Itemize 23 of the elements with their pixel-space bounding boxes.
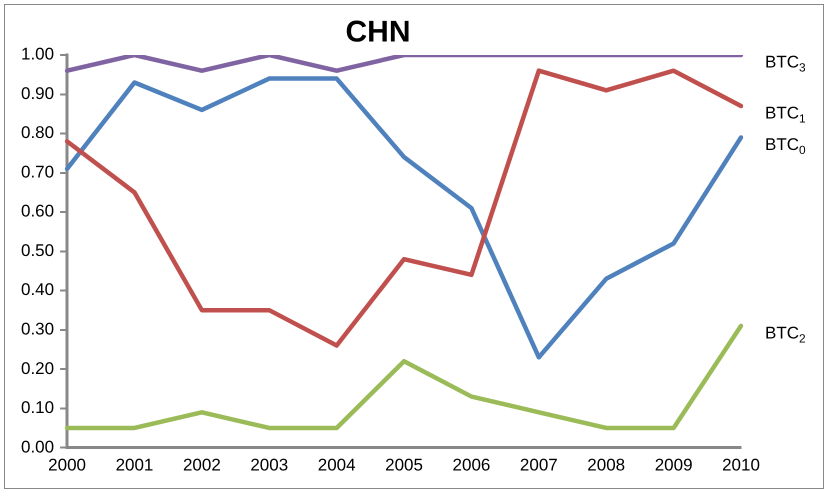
x-tick-label: 2006 bbox=[452, 455, 490, 474]
x-tick-label: 2010 bbox=[722, 455, 760, 474]
y-tick-label: 0.80 bbox=[20, 123, 54, 142]
y-tick-label: 1.00 bbox=[20, 44, 54, 64]
x-tick-label: 2008 bbox=[587, 455, 626, 474]
y-tick-label: 0.10 bbox=[20, 398, 54, 418]
x-tick-label: 2005 bbox=[385, 455, 423, 474]
y-tick-label: 0.60 bbox=[20, 202, 54, 221]
y-tick-label: 0.90 bbox=[20, 84, 54, 103]
y-tick-label: 0.20 bbox=[20, 358, 54, 378]
chart-title: CHN bbox=[346, 15, 410, 48]
x-tick-label: 2007 bbox=[520, 455, 558, 474]
x-tick-label: 2009 bbox=[654, 455, 693, 474]
y-tick-label: 0.70 bbox=[20, 162, 54, 182]
y-tick-label: 0.50 bbox=[20, 240, 54, 260]
x-tick-label: 2004 bbox=[318, 455, 356, 474]
x-tick-label: 2000 bbox=[48, 455, 86, 474]
x-tick-label: 2001 bbox=[116, 455, 154, 474]
y-tick-label: 0.40 bbox=[20, 280, 54, 300]
y-tick-label: 0.30 bbox=[20, 320, 54, 339]
y-tick-label: 0.00 bbox=[20, 437, 54, 456]
x-tick-label: 2002 bbox=[182, 455, 221, 474]
x-tick-label: 2003 bbox=[250, 455, 288, 474]
